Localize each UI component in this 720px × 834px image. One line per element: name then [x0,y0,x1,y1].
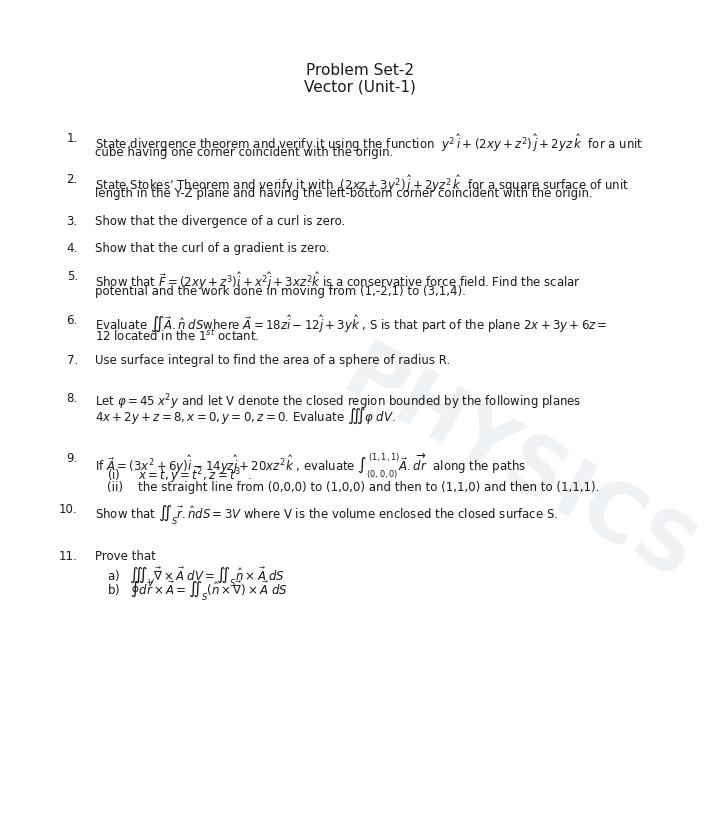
Text: Show that the divergence of a curl is zero.: Show that the divergence of a curl is ze… [95,215,346,229]
Text: Show that the curl of a gradient is zero.: Show that the curl of a gradient is zero… [95,242,330,255]
Text: State Stokes’ Theorem and verify it with  $(2xz+3y^2)\,\hat{j}+2yz^2\,\hat{k}$  : State Stokes’ Theorem and verify it with… [95,173,629,194]
Text: 8.: 8. [67,392,78,405]
Text: 3.: 3. [67,215,78,229]
Text: PHYSICS: PHYSICS [330,335,707,599]
Text: Vector (Unit-1): Vector (Unit-1) [304,79,416,94]
Text: cube having one corner coincident with the origin.: cube having one corner coincident with t… [95,146,393,159]
Text: (ii)    the straight line from (0,0,0) to (1,0,0) and then to (1,1,0) and then t: (ii) the straight line from (0,0,0) to (… [107,481,599,494]
Text: 7.: 7. [66,354,78,368]
Text: 4.: 4. [66,242,78,255]
Text: 6.: 6. [66,314,78,327]
Text: length in the Y-Z plane and having the left-bottom corner coincident with the or: length in the Y-Z plane and having the l… [95,187,593,200]
Text: Problem Set-2: Problem Set-2 [306,63,414,78]
Text: Evaluate $\iint \vec{A}.\hat{n}\;dS$where $\vec{A} = 18z\hat{i} - 12\hat{j} + 3y: Evaluate $\iint \vec{A}.\hat{n}\;dS$wher… [95,314,608,335]
Text: 10.: 10. [59,503,78,516]
Text: a)   $\iiint_V \vec{\nabla} \times \vec{A}\;dV = \iint_S \hat{n} \times \vec{A}\: a) $\iiint_V \vec{\nabla} \times \vec{A}… [107,565,284,589]
Text: potential and the work done in moving from (1,-2,1) to (3,1,4).: potential and the work done in moving fr… [95,284,466,298]
Text: Prove that: Prove that [95,550,156,564]
Text: State divergence theorem and verify it using the function  $y^2\,\hat{i}+(2xy+z^: State divergence theorem and verify it u… [95,132,643,153]
Text: 2.: 2. [66,173,78,186]
Text: Let $\varphi = 45\;x^2y$ and let V denote the closed region bounded by the follo: Let $\varphi = 45\;x^2y$ and let V denot… [95,392,582,412]
Text: Show that $\iint_S \vec{r}.\hat{n}dS = 3V$ where V is the volume enclosed the cl: Show that $\iint_S \vec{r}.\hat{n}dS = 3… [95,503,558,527]
Text: 12 located in the $1^{st}$ octant.: 12 located in the $1^{st}$ octant. [95,328,259,344]
Text: $4x + 2y + z = 8, x = 0, y = 0, z = 0$. Evaluate $\iiint \varphi\;dV$.: $4x + 2y + z = 8, x = 0, y = 0, z = 0$. … [95,406,396,426]
Text: 5.: 5. [67,270,78,284]
Text: 1.: 1. [66,132,78,145]
Text: Show that $\vec{F} = (2xy + z^3)\hat{i} + x^2\hat{j} +  3xz^2\hat{k}$ is a conse: Show that $\vec{F} = (2xy + z^3)\hat{i} … [95,270,581,292]
Text: b)   $\oint d\vec{r} \times \vec{A} = \iint_S (\hat{n} \times \vec{\nabla}) \tim: b) $\oint d\vec{r} \times \vec{A} = \iin… [107,580,287,603]
Text: Use surface integral to find the area of a sphere of radius R.: Use surface integral to find the area of… [95,354,450,368]
Text: If $\vec{A} = (3x^2 + 6y)\hat{i} - 14yz\hat{j} +  20xz^2\hat{k}$ , evaluate $\in: If $\vec{A} = (3x^2 + 6y)\hat{i} - 14yz\… [95,452,526,481]
Text: 9.: 9. [66,452,78,465]
Text: 11.: 11. [59,550,78,564]
Text: (i)     $x = t, y = t^2, z = t^3$  .: (i) $x = t, y = t^2, z = t^3$ . [107,466,252,486]
